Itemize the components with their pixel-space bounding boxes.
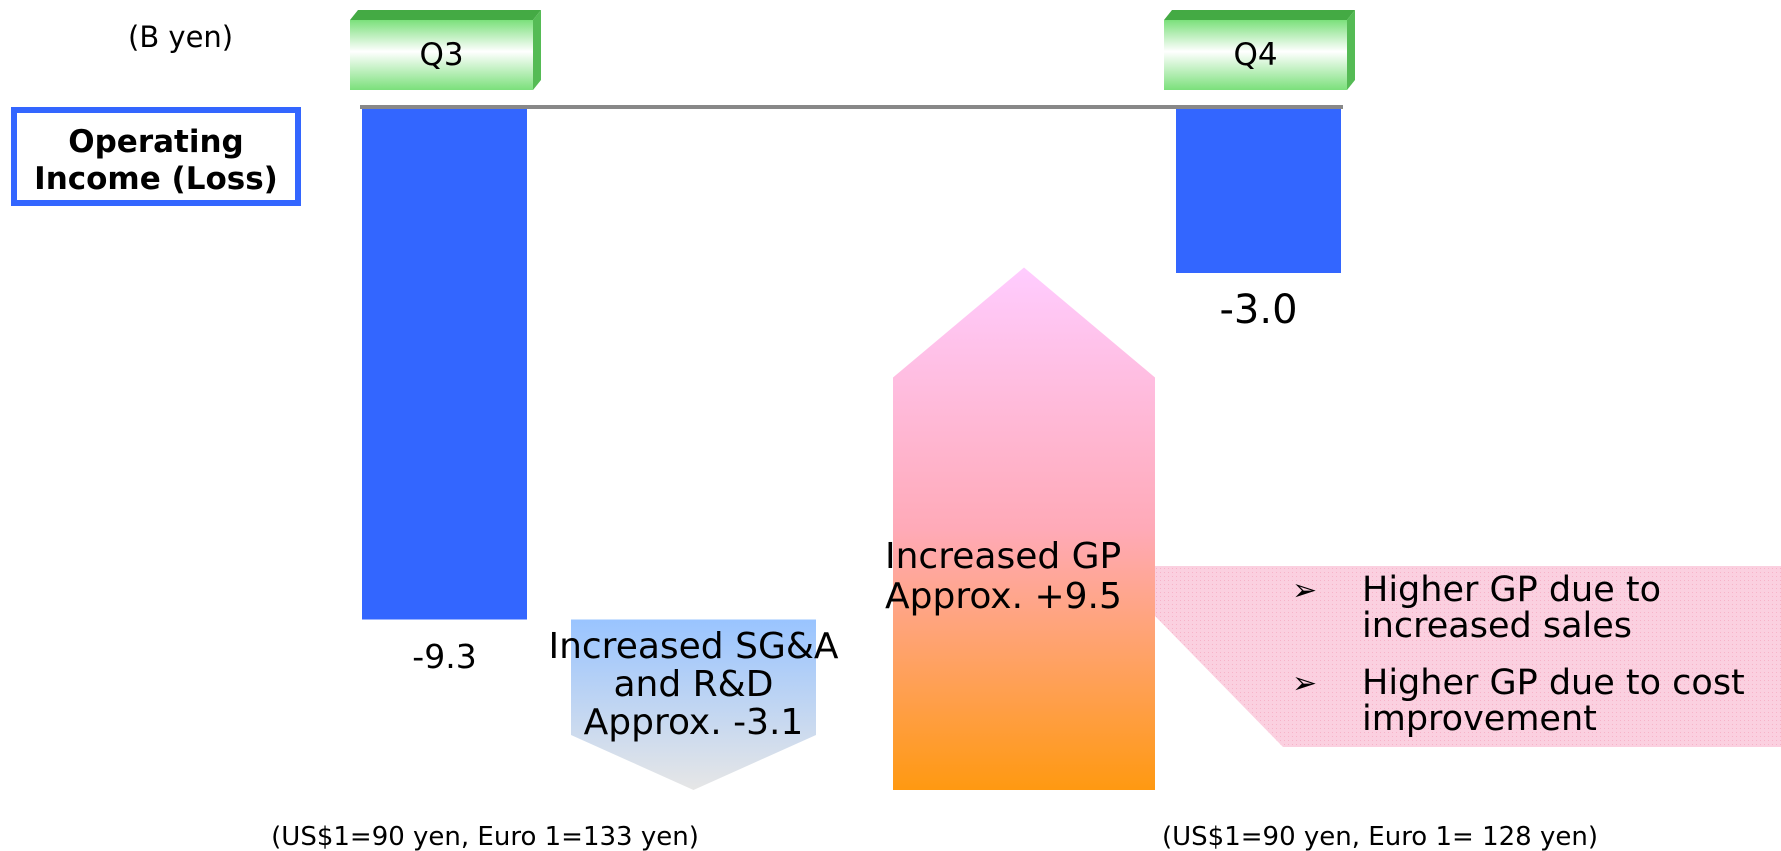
bullet: ➢ [1292,666,1318,701]
value-label: Approx. +9.5 [885,576,1122,617]
unit-label: (B yen) [128,20,234,54]
value-label: -3.0 [1219,287,1298,333]
category-label: Q4 [1233,37,1278,73]
callout [1155,566,1781,747]
category-label: Q3 [419,37,464,73]
bullet: ➢ [1292,573,1318,608]
note: Higher GP due to increased sales [1362,570,1662,646]
row-label-box [11,107,301,206]
footnote: (US$1=90 yen, Euro 1=133 yen) [271,822,699,851]
header [1164,20,1347,90]
footnote: (US$1=90 yen, Euro 1= 128 yen) [1162,822,1598,851]
header-top [350,10,541,20]
bar [362,108,527,620]
category-label: Increased GP [885,536,1122,577]
header [350,20,533,90]
category-label: Increased SG&A and R&D [548,625,839,705]
note: Higher GP due to cost improvement [1362,663,1745,739]
row-label: Operating Income (Loss) [34,124,278,197]
header-top [1164,10,1355,20]
header-side [1347,10,1355,90]
bar [1176,108,1341,273]
bar [571,619,816,790]
bar [893,267,1155,790]
header-side [533,10,541,90]
value-label: -9.3 [412,636,477,676]
value-label: Approx. -3.1 [583,701,804,743]
